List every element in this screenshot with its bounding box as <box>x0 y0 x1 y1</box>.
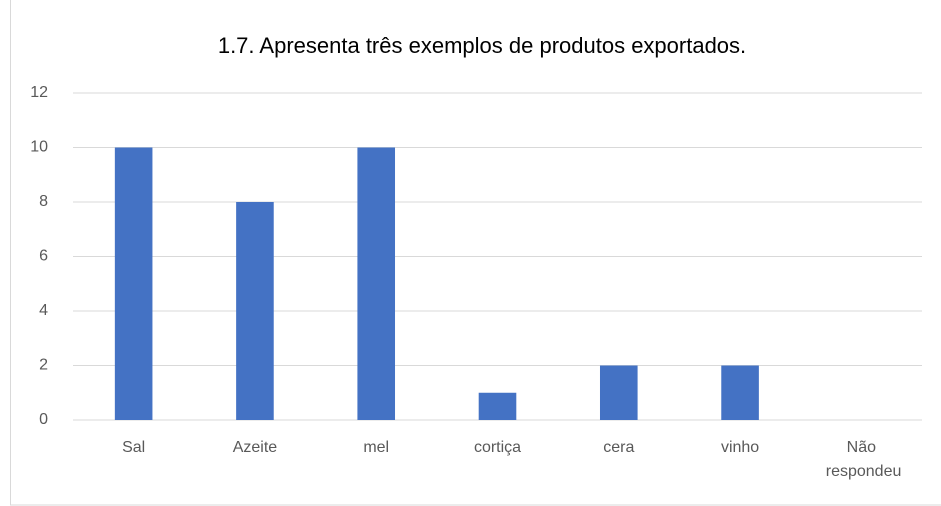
bar <box>114 147 153 420</box>
y-tick-label: 2 <box>39 357 48 374</box>
x-tick-label: Azeite <box>233 439 278 456</box>
y-tick-label: 4 <box>39 302 48 319</box>
x-tick-label: Sal <box>122 439 145 456</box>
x-tick-label: mel <box>363 439 389 456</box>
bar <box>599 365 638 420</box>
bar <box>236 202 274 420</box>
y-tick-label: 12 <box>30 84 48 101</box>
x-tick-label: vinho <box>721 439 759 456</box>
x-tick-label: Não respondeu <box>821 439 901 480</box>
bar <box>357 147 396 420</box>
chart-title: 1.7. Apresenta três exemplos de produtos… <box>218 33 746 58</box>
x-tick-label: cera <box>603 439 634 456</box>
y-tick-label: 8 <box>39 193 48 210</box>
y-tick-label: 10 <box>30 139 48 156</box>
bar <box>478 392 517 420</box>
y-tick-label: 0 <box>39 411 48 428</box>
x-tick-label: cortiça <box>474 439 521 456</box>
y-tick-label: 6 <box>39 248 48 265</box>
chart-border <box>10 0 941 506</box>
bar <box>721 365 759 420</box>
